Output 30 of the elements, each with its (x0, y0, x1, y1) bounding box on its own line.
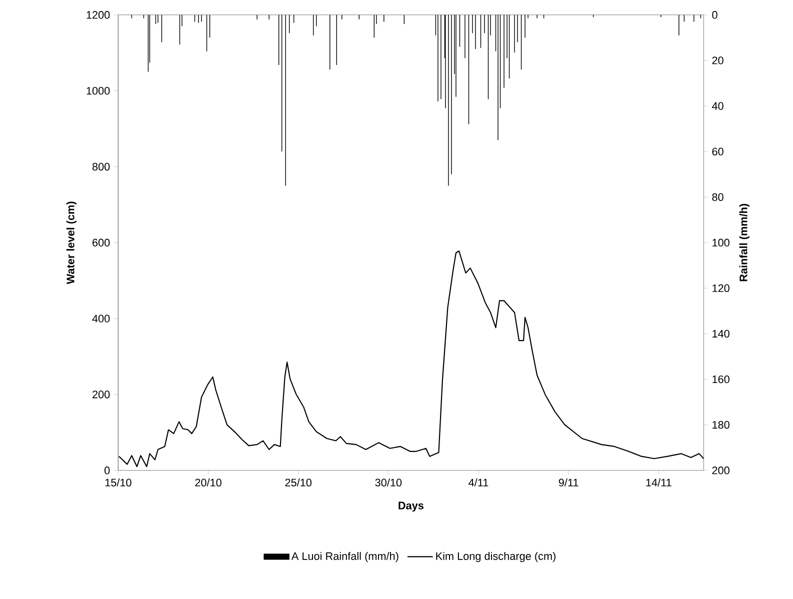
y2-axis-title: Rainfall (mm/h) (739, 204, 750, 281)
x-tick-label: 25/10 (285, 478, 312, 486)
y2-tick-label: 80 (712, 193, 724, 201)
y2-tick-label: 120 (712, 284, 730, 292)
y-tick-label: 800 (92, 162, 110, 170)
x-tick-label: 30/10 (375, 478, 402, 486)
y2-tick-label: 20 (712, 56, 724, 64)
y-tick-label: 200 (92, 390, 110, 398)
y-tick-label: 1200 (86, 10, 110, 19)
legend-label: Kim Long discharge (cm) (436, 552, 556, 562)
y2-tick-label: 0 (712, 10, 718, 19)
x-tick-label: 20/10 (195, 478, 222, 486)
y-tick-label: 400 (92, 314, 110, 322)
y-axis-title: Water level (cm) (66, 201, 77, 284)
y2-tick-label: 160 (712, 375, 730, 383)
y2-tick-label: 200 (712, 466, 730, 474)
y-tick-label: 1000 (86, 86, 110, 94)
y2-tick-label: 60 (712, 148, 724, 156)
x-tick-label: 4/11 (468, 478, 488, 486)
x-tick-label: 9/11 (558, 478, 578, 486)
y-tick-label: 0 (104, 466, 110, 474)
x-tick-label: 15/10 (105, 478, 132, 486)
y-tick-label: 600 (92, 238, 110, 246)
y2-tick-label: 180 (712, 420, 730, 428)
y2-tick-label: 40 (712, 102, 724, 110)
x-axis-title: Days (398, 502, 424, 512)
legend-label: A Luoi Rainfall (mm/h) (291, 552, 398, 562)
y2-tick-label: 140 (712, 330, 730, 338)
x-tick-label: 14/11 (646, 478, 672, 486)
y2-tick-label: 100 (712, 238, 730, 246)
